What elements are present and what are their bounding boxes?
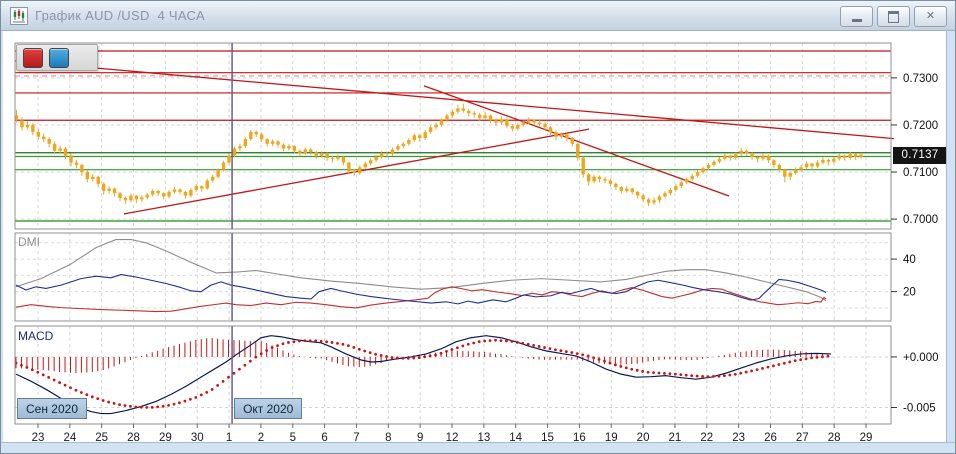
- svg-text:12: 12: [446, 432, 459, 444]
- svg-text:8: 8: [385, 432, 391, 444]
- svg-text:0.7200: 0.7200: [903, 120, 938, 132]
- red-square-button[interactable]: [23, 47, 43, 68]
- svg-text:+0.000: +0.000: [903, 352, 939, 364]
- svg-text:27: 27: [796, 432, 809, 444]
- minimize-icon: [851, 19, 862, 22]
- current-price-marker: 0.7137: [893, 146, 947, 164]
- svg-text:13: 13: [477, 432, 490, 444]
- svg-text:28: 28: [127, 432, 140, 444]
- minimize-button[interactable]: [840, 6, 873, 27]
- svg-text:5: 5: [290, 432, 296, 444]
- svg-text:22: 22: [700, 432, 713, 444]
- svg-text:28: 28: [828, 432, 841, 444]
- svg-text:24: 24: [63, 432, 76, 444]
- svg-text:26: 26: [764, 432, 777, 444]
- svg-text:23: 23: [732, 432, 745, 444]
- svg-text:29: 29: [860, 432, 873, 444]
- svg-text:-0.005: -0.005: [903, 403, 936, 415]
- svg-text:29: 29: [159, 432, 172, 444]
- window-frame-right: [946, 31, 955, 445]
- svg-text:9: 9: [417, 432, 423, 444]
- svg-text:23: 23: [32, 432, 45, 444]
- month-label-september: Сен 2020: [17, 398, 87, 419]
- svg-text:14: 14: [509, 432, 522, 444]
- svg-text:0.7100: 0.7100: [903, 167, 938, 179]
- svg-text:20: 20: [637, 432, 650, 444]
- svg-text:1: 1: [226, 432, 232, 444]
- svg-text:19: 19: [605, 432, 618, 444]
- svg-text:7: 7: [353, 432, 359, 444]
- svg-text:6: 6: [321, 432, 327, 444]
- svg-text:30: 30: [191, 432, 204, 444]
- dmi-panel-label: DMI: [18, 235, 40, 249]
- chart-mini-toolbar: [16, 44, 98, 71]
- window-frame-bottom: [1, 442, 955, 453]
- svg-text:0.7000: 0.7000: [903, 214, 938, 226]
- candlestick-chart-icon: [10, 7, 28, 25]
- title-bar[interactable]: График AUD /USD 4 ЧАСА ✕: [1, 1, 955, 31]
- svg-text:20: 20: [903, 287, 916, 299]
- svg-text:16: 16: [573, 432, 586, 444]
- macd-panel-label: MACD: [18, 329, 54, 343]
- close-icon: ✕: [925, 10, 936, 22]
- svg-text:15: 15: [541, 432, 554, 444]
- window-title: График AUD /USD 4 ЧАСА: [35, 8, 205, 23]
- restore-button[interactable]: [877, 6, 910, 27]
- close-button[interactable]: ✕: [914, 6, 947, 27]
- svg-text:0.7300: 0.7300: [903, 73, 938, 85]
- window-frame-left: [1, 31, 3, 445]
- svg-text:25: 25: [95, 432, 108, 444]
- svg-text:21: 21: [669, 432, 682, 444]
- blue-square-button[interactable]: [49, 47, 69, 68]
- svg-text:40: 40: [903, 254, 916, 266]
- restore-icon: [888, 10, 899, 23]
- month-label-october: Окт 2020: [234, 398, 303, 419]
- svg-text:2: 2: [258, 432, 264, 444]
